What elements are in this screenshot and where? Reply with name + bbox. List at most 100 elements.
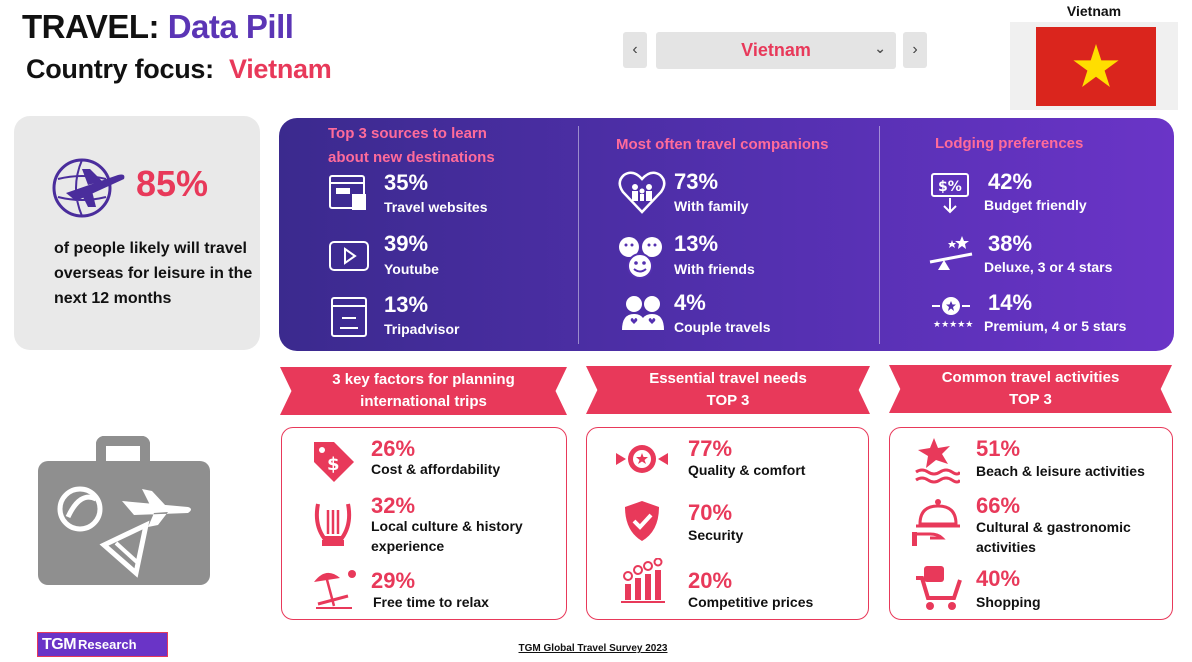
factors-banner-line1: 3 key factors for planning [332,371,515,388]
svg-text:$: $ [327,454,340,475]
overseas-stat-card [14,116,260,350]
page-title: TRAVEL: Data Pill [22,8,294,46]
tripadvisor-page-icon [330,296,370,343]
friends-faces-icon [618,234,664,285]
sources-heading-line1: Top 3 sources to learn [328,125,487,142]
lodging-pct-2: 38% [988,231,1033,256]
country-select-value: Vietnam [741,40,811,60]
chevron-left-icon: ‹ [632,41,638,58]
activity-pct-1: 51% [976,436,1021,461]
quality-badge-icon [614,439,670,484]
companion-label-3: Couple travels [674,319,771,335]
premium-stars-icon: ★★★★★ [928,294,974,335]
title-accent: Data Pill [167,8,294,45]
need-label-2: Security [688,527,744,543]
family-heart-icon [618,170,666,219]
next-country-button[interactable]: › [903,32,927,68]
panel-divider [578,126,579,344]
source-label-1: Travel websites [384,199,488,215]
activity-label-3: Shopping [976,594,1041,610]
prev-country-button[interactable]: ‹ [623,32,647,68]
factor-label-2a: Local culture & history [371,518,523,534]
suitcase-icon [38,461,210,585]
subtitle-country: Vietnam [229,54,332,84]
chevron-right-icon: › [912,41,918,58]
needs-banner-line2: TOP 3 [706,392,750,409]
factor-label-1: Cost & affordability [371,461,501,477]
food-cloche-icon [912,498,964,553]
logo-main: TGM [42,635,77,653]
need-label-1: Quality & comfort [688,462,806,478]
activities-banner-line1: Common travel activities [941,369,1120,386]
svg-text:★★★★★: ★★★★★ [933,320,973,330]
companion-label-1: With family [674,198,749,214]
factor-pct-2: 32% [371,493,416,518]
couple-icon [620,294,666,337]
security-shield-icon [623,499,661,548]
overseas-percent: 85% [136,163,209,204]
source-footnote[interactable]: TGM Global Travel Survey 2023 [518,643,668,654]
activity-pct-2: 66% [976,493,1021,518]
source-pct-3: 13% [384,292,429,317]
subtitle-prefix: Country focus: [26,54,214,84]
shopping-cart-icon [914,562,964,617]
sources-heading-line2: about new destinations [328,149,495,166]
factor-label-3: Free time to relax [373,594,489,610]
travel-habits-panel [279,118,1174,351]
need-pct-3: 20% [688,568,733,593]
companion-label-2: With friends [674,261,755,277]
need-pct-1: 77% [688,436,733,461]
flag-label: Vietnam [1066,3,1122,19]
source-pct-2: 39% [384,231,429,256]
lodging-label-1: Budget friendly [984,197,1087,213]
price-bars-icon [619,557,667,609]
beach-umbrella-icon [312,566,362,615]
lodging-label-3: Premium, 4 or 5 stars [984,318,1127,334]
lodging-pct-1: 42% [988,169,1033,194]
factors-banner-line2: international trips [360,393,487,410]
panel-divider [879,126,880,344]
suitcase-handle [96,436,150,470]
lodging-heading: Lodging preferences [935,135,1084,152]
activity-label-2a: Cultural & gastronomic [976,519,1131,535]
globe-plane-icon [52,155,126,226]
deluxe-stars-icon [928,234,974,279]
travel-website-icon [328,172,370,219]
youtube-icon [328,238,370,279]
svg-text:$%: $% [938,179,962,195]
companion-pct-2: 13% [674,231,719,256]
source-pct-1: 35% [384,170,429,195]
activities-banner: Common travel activities TOP 3 [889,365,1172,413]
beach-star-icon [914,436,962,489]
companions-heading: Most often travel companions [616,136,829,153]
needs-banner: Essential travel needs TOP 3 [586,366,870,414]
companion-pct-1: 73% [674,169,719,194]
activities-banner-line2: TOP 3 [1009,391,1052,408]
source-label-2: Youtube [384,261,439,277]
lyre-icon [312,500,354,553]
need-pct-2: 70% [688,500,733,525]
vietnam-flag-icon [1036,27,1156,106]
logo-sub: Research [78,637,137,652]
companion-pct-3: 4% [674,290,706,315]
factor-pct-1: 26% [371,436,416,461]
factor-label-2b: experience [371,538,445,554]
activity-pct-3: 40% [976,566,1021,591]
country-select[interactable]: Vietnam ⌄ [656,32,896,69]
price-tag-icon: $ [312,440,356,489]
lodging-pct-3: 14% [988,290,1033,315]
needs-banner-line1: Essential travel needs [649,370,807,387]
need-label-3: Competitive prices [688,594,814,610]
factor-pct-3: 29% [371,568,416,593]
lodging-label-2: Deluxe, 3 or 4 stars [984,259,1113,275]
title-prefix: TRAVEL: [22,8,160,45]
budget-price-icon: $% [930,172,970,221]
tgm-logo: TGM Research [37,632,168,657]
activity-label-2b: activities [976,539,1036,555]
factors-banner: 3 key factors for planning international… [280,367,567,415]
page-subtitle: Country focus: Vietnam [26,54,332,85]
activity-label-1: Beach & leisure activities [976,463,1145,479]
source-label-3: Tripadvisor [384,321,460,337]
overseas-description: of people likely will travel overseas fo… [54,240,253,307]
chevron-down-icon: ⌄ [874,40,886,56]
